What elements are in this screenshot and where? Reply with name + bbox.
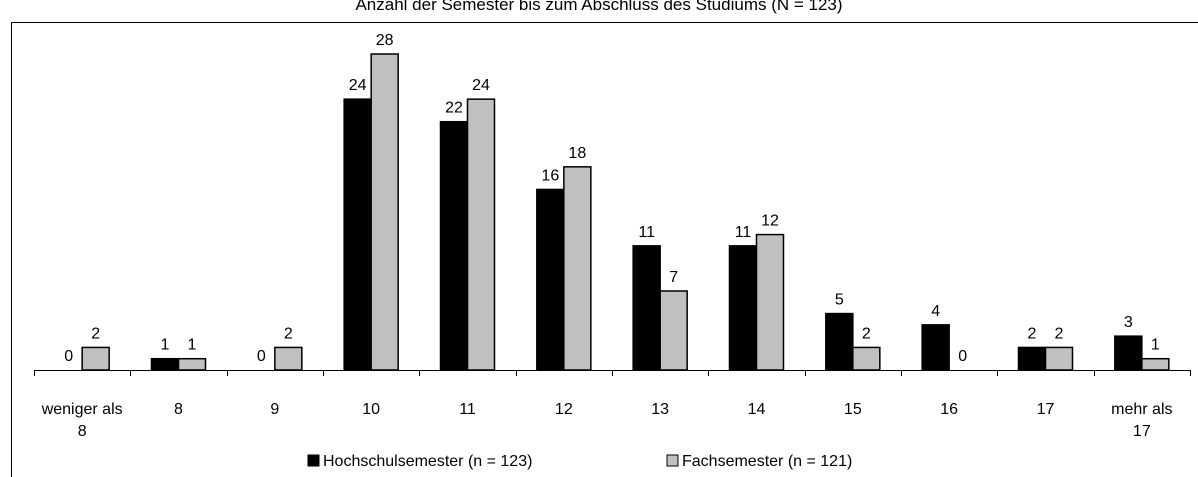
- x-tick-label: 11: [459, 401, 476, 418]
- legend-label: Fachsemester (n = 121): [682, 453, 852, 470]
- x-tick-label: 8: [78, 423, 87, 440]
- data-label: 18: [568, 145, 586, 162]
- data-label: 2: [284, 325, 293, 342]
- bar-hochschulsemester: [728, 245, 758, 371]
- bar-hochschulsemester: [921, 324, 950, 371]
- data-label: 11: [638, 224, 655, 241]
- data-label: 2: [862, 325, 871, 342]
- data-label: 2: [1055, 325, 1064, 342]
- bar-fachsemester: [659, 290, 688, 371]
- legend-swatch: [307, 454, 320, 467]
- data-label: 0: [64, 348, 73, 365]
- bar-hochschulsemester: [1017, 346, 1047, 371]
- bar-fachsemester: [563, 166, 592, 371]
- data-label: 12: [761, 213, 779, 230]
- bar-fachsemester: [755, 233, 785, 371]
- bar-fachsemester: [852, 346, 881, 371]
- x-tick-label: 16: [940, 401, 958, 418]
- data-label: 22: [445, 100, 463, 117]
- bar-fachsemester: [466, 98, 496, 371]
- bar-hochschulsemester: [825, 312, 854, 371]
- data-label: 11: [735, 224, 752, 241]
- x-tick-label: 10: [362, 401, 380, 418]
- data-label: 28: [376, 32, 394, 49]
- x-tick-label: 15: [844, 401, 862, 418]
- bar-hochschulsemester: [343, 98, 372, 371]
- data-label: 24: [472, 77, 490, 94]
- bar-fachsemester: [81, 346, 110, 371]
- data-label: 2: [91, 325, 100, 342]
- data-label: 5: [835, 292, 844, 309]
- data-label: 7: [669, 269, 678, 286]
- bars: [81, 53, 1170, 371]
- data-label: 0: [958, 348, 967, 365]
- bar-hochschulsemester: [632, 245, 661, 371]
- x-tick-label: 14: [748, 401, 766, 418]
- bar-fachsemester: [177, 357, 207, 371]
- data-label: 3: [1124, 314, 1133, 331]
- data-label: 2: [1028, 325, 1037, 342]
- x-axis-labels: weniger als 8 8 9 10 11 12 13 14 15 16 17 mehr als 17: [41, 401, 1173, 440]
- x-tick-label: 12: [555, 401, 573, 418]
- x-tick-label: 17: [1037, 401, 1055, 418]
- data-label: 24: [349, 77, 367, 94]
- x-tick-label: 8: [174, 401, 183, 418]
- data-label: 0: [257, 348, 266, 365]
- bar-hochschulsemester: [439, 120, 469, 371]
- bar-fachsemester: [1141, 357, 1170, 371]
- data-label: 1: [188, 337, 197, 354]
- chart-title: Anzahl der Semester bis zum Abschluss de…: [355, 0, 842, 14]
- x-tick-label: weniger als: [41, 401, 123, 418]
- bar-hochschulsemester: [1114, 335, 1143, 371]
- x-tick-label: 17: [1133, 423, 1151, 440]
- x-tick-label: 9: [270, 401, 279, 418]
- x-tick-label: 13: [651, 401, 669, 418]
- bar-fachsemester: [370, 53, 399, 371]
- legend: Hochschulsemester (n = 123) Fachsemester …: [307, 453, 852, 470]
- x-axis-ticks: [34, 370, 1191, 376]
- data-label: 16: [541, 167, 559, 184]
- bar-hochschulsemester: [150, 357, 180, 371]
- data-label: 1: [1151, 337, 1160, 354]
- x-tick-label: mehr als: [1111, 401, 1172, 418]
- data-label: 4: [931, 303, 940, 320]
- bar-hochschulsemester: [536, 188, 565, 371]
- data-label: 1: [161, 337, 170, 354]
- bar-fachsemester: [274, 346, 303, 371]
- bar-fachsemester: [1044, 346, 1074, 371]
- legend-swatch: [666, 454, 679, 467]
- legend-label: Hochschulsemester (n = 123): [323, 453, 532, 470]
